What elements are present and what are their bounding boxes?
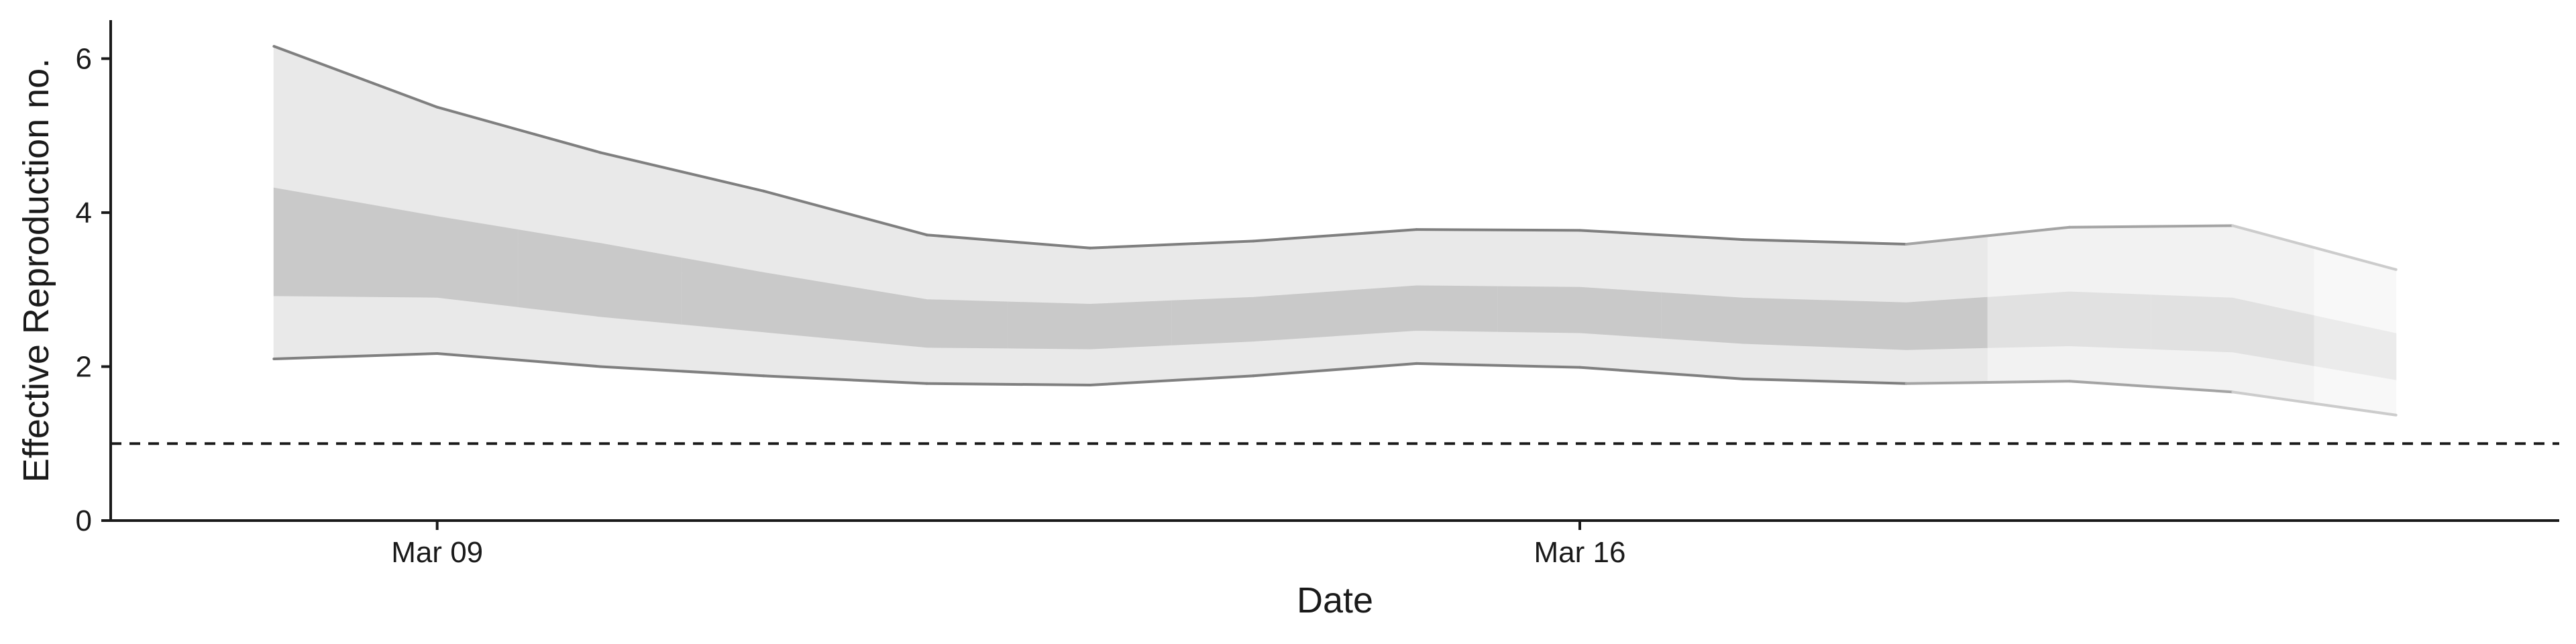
- x-axis-ticks: Mar 09 Mar 16: [391, 521, 1625, 569]
- upper-bound-line-segment: [1415, 228, 1581, 232]
- lower-bound-line-segment: [2068, 380, 2235, 394]
- interval-bound-lines: [272, 45, 2398, 417]
- x-tick-label: Mar 16: [1534, 536, 1626, 569]
- inner-band-segment: [1824, 297, 1988, 350]
- upper-bound-line-segment: [1904, 225, 2071, 246]
- lower-bound-line-segment: [762, 374, 928, 385]
- upper-bound-line-segment: [599, 151, 765, 193]
- x-tick-label: Mar 09: [391, 536, 483, 569]
- inner-band-segment: [2314, 315, 2397, 380]
- lower-bound-line-segment: [2231, 390, 2398, 417]
- lower-bound-line-segment: [1252, 362, 1418, 378]
- y-tick-label: 2: [76, 350, 92, 383]
- lower-bound-line-segment: [1904, 380, 2071, 385]
- upper-bound-line-segment: [1578, 229, 1745, 241]
- upper-bound-line-segment: [1089, 239, 1255, 250]
- inner-band-segment: [1987, 291, 2152, 350]
- credible-interval-bands: [273, 46, 2397, 416]
- y-tick-label: 6: [76, 42, 92, 75]
- inner-band-segment: [1334, 285, 1499, 337]
- y-tick-label: 0: [76, 504, 92, 537]
- upper-bound-line-segment: [272, 45, 439, 109]
- upper-bound-line-segment: [925, 233, 1091, 250]
- inner-band-segment: [1008, 300, 1173, 350]
- inner-band-segment: [1171, 291, 1336, 345]
- y-axis-ticks: 0 2 4 6: [76, 42, 111, 537]
- lower-bound-line-segment: [925, 382, 1091, 387]
- lower-bound-line-segment: [1415, 362, 1581, 369]
- inner-band-segment: [1661, 292, 1825, 347]
- lower-bound-line-segment: [272, 352, 439, 360]
- upper-bound-line-segment: [2068, 224, 2235, 229]
- y-tick-label: 4: [76, 197, 92, 229]
- x-axis-title: Date: [1297, 580, 1373, 621]
- upper-bound-line-segment: [2231, 224, 2398, 271]
- upper-bound-line-segment: [762, 189, 928, 237]
- inner-band-segment: [1497, 286, 1662, 339]
- lower-bound-line-segment: [435, 352, 602, 368]
- upper-bound-line-segment: [1741, 238, 1908, 246]
- upper-bound-line-segment: [435, 105, 602, 154]
- lower-bound-line-segment: [599, 365, 765, 378]
- inner-band-segment: [273, 187, 356, 297]
- lower-bound-line-segment: [1741, 377, 1908, 385]
- lower-bound-line-segment: [1578, 366, 1745, 380]
- y-axis-title: Effective Reproduction no.: [16, 58, 56, 482]
- lower-bound-line-segment: [1089, 374, 1255, 387]
- upper-bound-line-segment: [1252, 228, 1418, 243]
